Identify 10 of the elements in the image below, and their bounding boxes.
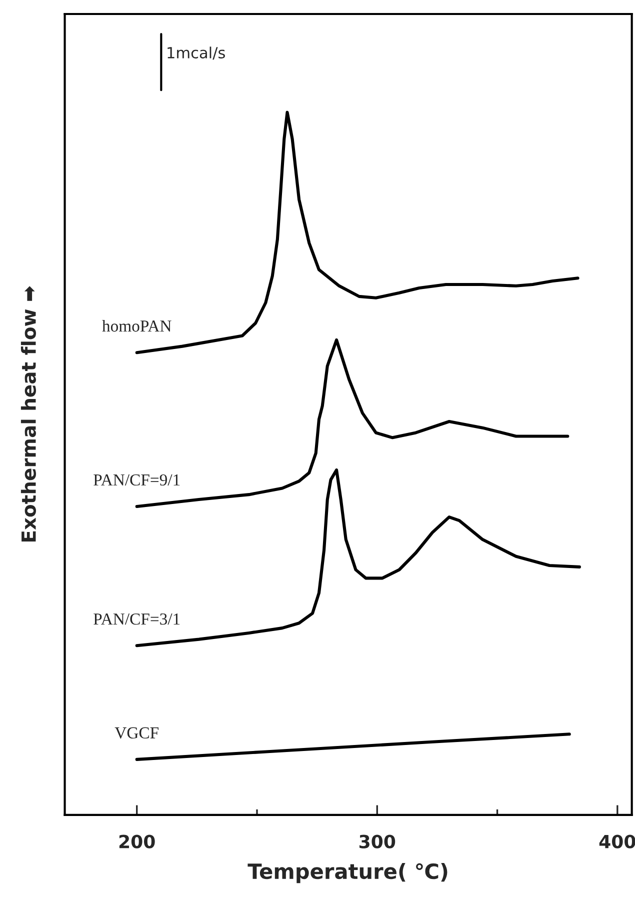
x-tick-label: 200 xyxy=(119,834,155,848)
y-axis-title: Exothermal heat flow ➡ xyxy=(20,286,36,542)
x-axis-title: Temperature( ℃) xyxy=(248,863,448,884)
x-tick-label: 400 xyxy=(599,834,635,848)
series-label: PAN/CF=9/1 xyxy=(94,474,180,486)
x-tick-label: 300 xyxy=(359,834,396,848)
series-label: VGCF xyxy=(114,727,158,739)
series-label: PAN/CF=3/1 xyxy=(94,613,180,625)
series-label: homoPAN xyxy=(102,320,172,332)
text: 1mcal/s xyxy=(168,46,225,60)
